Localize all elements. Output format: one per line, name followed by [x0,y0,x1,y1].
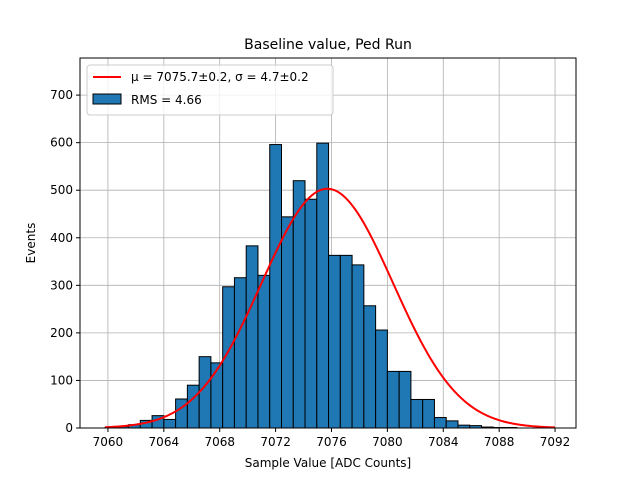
y-tick-label: 500 [50,183,73,197]
histogram-bar [376,330,388,428]
chart-title: Baseline value, Ped Run [244,37,412,53]
histogram-bar [317,143,329,428]
histogram-bar [164,419,176,428]
x-tick-label: 7076 [316,435,347,449]
histogram-bar [399,371,411,428]
y-tick-label: 700 [50,88,73,102]
x-tick-label: 7084 [428,435,459,449]
x-tick-label: 7068 [204,435,235,449]
y-axis-label: Events [24,223,38,264]
y-tick-label: 0 [65,421,73,435]
histogram-bar [281,217,293,428]
histogram-bar [246,246,258,428]
histogram-bar [411,399,423,428]
x-axis-ticks: 7060 7064 7068 7072 7076 7080 7084 7088 7092 [93,428,571,449]
histogram-bar [176,399,188,428]
histogram-bar [446,421,458,428]
legend-fit-label: μ = 7075.7±0.2, σ = 4.7±0.2 [131,70,309,84]
x-tick-label: 7060 [93,435,124,449]
y-tick-label: 300 [50,278,73,292]
histogram-bar [364,306,376,428]
x-axis-label: Sample Value [ADC Counts] [245,456,411,470]
x-tick-label: 7080 [372,435,403,449]
histogram-bar [329,255,341,428]
x-tick-label: 7092 [540,435,571,449]
histogram-bar [211,363,223,428]
legend-rms-label: RMS = 4.66 [131,93,202,107]
histogram-bar [270,145,282,428]
histogram-bar [423,399,435,428]
y-tick-label: 400 [50,231,73,245]
x-tick-label: 7088 [484,435,515,449]
histogram-bar [234,278,246,428]
legend-rms-swatch [93,94,121,104]
histogram-bar [187,385,199,428]
histogram-bar [434,418,446,428]
histogram-bar [387,371,399,428]
y-tick-label: 100 [50,373,73,387]
y-tick-label: 200 [50,326,73,340]
histogram-bar [199,357,211,428]
x-tick-label: 7072 [260,435,291,449]
histogram-bar [305,199,317,428]
legend: μ = 7075.7±0.2, σ = 4.7±0.2 RMS = 4.66 [87,65,333,115]
x-tick-label: 7064 [149,435,180,449]
histogram-bar [258,275,270,428]
histogram-bar [340,255,352,428]
histogram-bar [352,265,364,428]
y-tick-label: 600 [50,136,73,150]
